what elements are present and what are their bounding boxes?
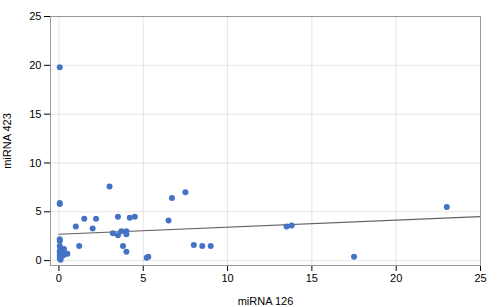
svg-text:10: 10 (221, 272, 233, 284)
svg-text:10: 10 (29, 156, 41, 168)
svg-text:miRNA 423: miRNA 423 (1, 113, 13, 169)
svg-text:25: 25 (474, 272, 486, 284)
svg-text:20: 20 (390, 272, 402, 284)
svg-text:miRNA 126: miRNA 126 (238, 295, 294, 307)
svg-text:15: 15 (306, 272, 318, 284)
svg-text:0: 0 (35, 254, 41, 266)
svg-text:15: 15 (29, 108, 41, 120)
svg-text:0: 0 (56, 272, 62, 284)
svg-text:5: 5 (140, 272, 146, 284)
svg-text:5: 5 (35, 205, 41, 217)
svg-text:25: 25 (29, 10, 41, 22)
svg-text:20: 20 (29, 59, 41, 71)
